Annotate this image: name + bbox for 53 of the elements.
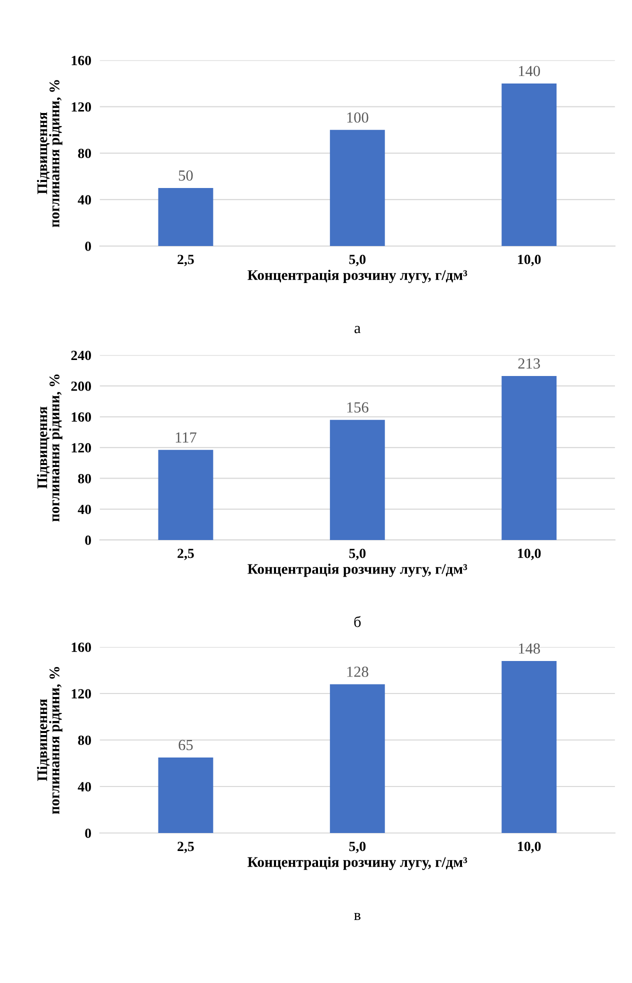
y-tick-label: 80 [78, 148, 91, 158]
y-axis-title: Підвищення поглинання рідини, % [36, 666, 62, 814]
text: в [354, 912, 360, 920]
bar [158, 757, 214, 833]
x-tick-label: 10,0 [518, 254, 541, 266]
text: а [354, 326, 361, 334]
data-label: 100 [347, 112, 368, 123]
text: б [354, 616, 361, 628]
x-axis-title: Концентрація розчину лугу, г/дм³ [248, 564, 468, 577]
data-label: 65 [178, 740, 193, 750]
data-label: 50 [178, 170, 193, 181]
y-tick-label: 80 [78, 474, 91, 484]
y-tick-label: 200 [71, 382, 91, 391]
y-tick-label: 80 [78, 736, 91, 745]
bar [330, 684, 385, 833]
bar [502, 376, 557, 540]
x-axis-title: Концентрація розчину лугу, г/дм³ [248, 270, 468, 284]
x-axis-title: Концентрація розчину лугу, г/дм³ [248, 856, 468, 870]
bar [158, 188, 214, 246]
y-tick-label: 120 [72, 443, 91, 453]
bar [330, 130, 385, 246]
data-label: 128 [347, 666, 368, 677]
bar [502, 660, 557, 833]
x-tick-label: 2,5 [178, 254, 194, 266]
y-tick-label: 120 [72, 102, 91, 112]
y-axis-title: Підвищення поглинання рідини, % [36, 80, 62, 228]
y-tick-label: 0 [85, 242, 91, 251]
y-tick-label: 160 [72, 642, 91, 652]
x-tick-label: 5,0 [349, 548, 366, 560]
y-tick-label: 0 [85, 536, 91, 545]
y-tick-label: 0 [85, 828, 91, 838]
x-tick-label: 5,0 [349, 254, 366, 266]
data-label: 156 [347, 402, 368, 413]
x-tick-label: 2,5 [178, 548, 194, 560]
data-label: 213 [518, 358, 540, 369]
x-tick-label: 2,5 [178, 842, 194, 854]
x-tick-label: 10,0 [518, 548, 541, 560]
y-tick-label: 40 [78, 504, 91, 514]
x-tick-label: 5,0 [349, 842, 366, 854]
bar [330, 420, 385, 540]
data-label: 117 [176, 432, 196, 442]
y-tick-label: 240 [71, 350, 91, 360]
data-label: 148 [518, 643, 540, 654]
x-tick-label: 10,0 [518, 842, 541, 854]
bar [158, 450, 214, 540]
y-tick-label: 120 [72, 689, 91, 698]
data-label: 140 [518, 66, 540, 76]
y-tick-label: 160 [72, 56, 91, 66]
y-tick-label: 40 [78, 782, 91, 792]
y-tick-label: 40 [78, 195, 91, 205]
bar [502, 83, 557, 246]
y-axis-title: Підвищення поглинання рідини, % [36, 374, 62, 522]
y-tick-label: 160 [72, 412, 91, 422]
